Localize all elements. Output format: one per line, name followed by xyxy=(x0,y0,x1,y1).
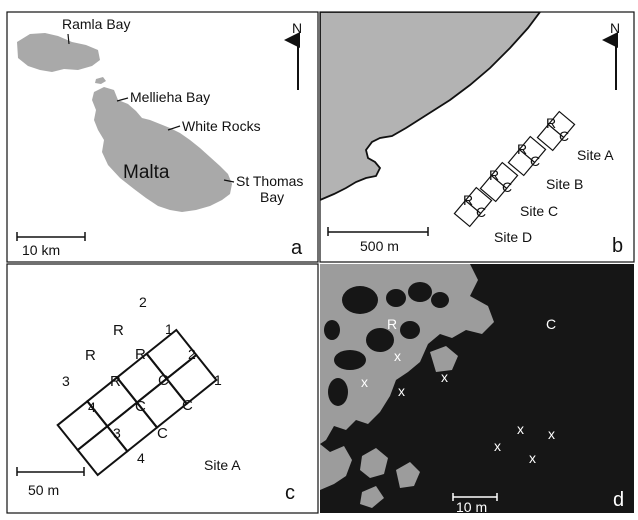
north-label-a: N xyxy=(292,20,302,36)
site-block-c xyxy=(479,161,519,203)
mellieha-leader-line xyxy=(116,97,129,102)
site-b-r: R xyxy=(517,141,527,157)
panel-d-aerial-photo: R C x x x x x x x x 10 m d xyxy=(320,264,634,515)
label-site-a-c: Site A xyxy=(204,457,241,473)
block-number-left-3: 3 xyxy=(62,373,70,389)
scale-bar-icon xyxy=(16,467,85,476)
site-block-d xyxy=(453,186,493,228)
site-a-c: C xyxy=(559,128,569,144)
block-number-bottom-3: 3 xyxy=(113,425,121,441)
label-st-thomas: St Thomas xyxy=(236,173,303,189)
label-malta: Malta xyxy=(123,162,170,183)
grid-cell-r1: R xyxy=(113,322,124,339)
grid-cell-c3: C xyxy=(182,397,193,414)
north-label-b: N xyxy=(610,20,620,36)
block-number-left-4: 4 xyxy=(88,399,96,415)
scale-bar-icon xyxy=(452,493,498,501)
site-a-r: R xyxy=(546,115,556,131)
block-number-right-2: 2 xyxy=(188,346,196,362)
block-number-right-1: 1 xyxy=(214,372,222,388)
photo-marker-7: x xyxy=(494,438,501,454)
photo-marker-8: x xyxy=(529,450,536,466)
photo-marker-4: x xyxy=(441,369,448,385)
label-site-c: Site C xyxy=(520,203,558,219)
site-a-grid xyxy=(56,328,218,477)
comino-island xyxy=(95,77,106,84)
label-site-d: Site D xyxy=(494,229,532,245)
panel-a-map-of-malta: Ramla Bay Mellieha Bay White Rocks St Th… xyxy=(6,11,319,263)
scale-bar-icon xyxy=(16,232,86,241)
photo-label-c: C xyxy=(546,316,556,332)
coastline-sea-area xyxy=(320,12,542,201)
site-d-c: C xyxy=(476,204,486,220)
scale-label-b: 500 m xyxy=(360,238,399,254)
label-bay: Bay xyxy=(260,189,284,205)
grid-cell-c1: C xyxy=(158,372,169,389)
scale-bar-icon xyxy=(327,227,429,236)
site-d-r: R xyxy=(463,192,473,208)
site-block-b xyxy=(507,135,547,177)
site-c-c: C xyxy=(502,179,512,195)
grid-cell-r4: R xyxy=(110,373,121,390)
panel-letter-a: a xyxy=(291,237,303,259)
site-c-r: R xyxy=(489,167,499,183)
scale-label-c: 50 m xyxy=(28,482,59,498)
label-mellieha-bay: Mellieha Bay xyxy=(130,89,210,105)
photo-marker-1: x xyxy=(394,348,401,364)
panel-letter-d: d xyxy=(613,489,624,511)
label-white-rocks: White Rocks xyxy=(182,118,261,134)
scale-label-d: 10 m xyxy=(456,499,487,515)
st-thomas-leader-line xyxy=(223,179,235,183)
scale-label-a: 10 km xyxy=(22,242,60,258)
malta-island xyxy=(92,87,232,212)
panel-c-site-a-layout: R R R R C C C C 2 1 2 1 3 4 3 4 Site A 5… xyxy=(6,263,319,514)
white-rocks-leader-line xyxy=(167,125,181,131)
label-site-a-b: Site A xyxy=(577,147,614,163)
gozo-island xyxy=(17,33,100,72)
photo-marker-2: x xyxy=(361,374,368,390)
grid-cell-r2: R xyxy=(85,347,96,364)
photo-label-r: R xyxy=(387,316,397,332)
grid-cell-c4: C xyxy=(157,425,168,442)
panel-letter-c: c xyxy=(285,482,295,504)
site-block-a xyxy=(536,110,576,152)
photo-marker-6: x xyxy=(548,426,555,442)
block-number-bottom-4: 4 xyxy=(137,450,145,466)
grid-cell-c2: C xyxy=(135,398,146,415)
block-number-top-2: 2 xyxy=(139,294,147,310)
panel-b-site-locations: R C R C R C R C Site A Site B Site C Sit… xyxy=(319,11,635,263)
grid-cell-r3: R xyxy=(135,346,146,363)
photo-dark-patches xyxy=(324,282,449,406)
panel-letter-b: b xyxy=(612,235,623,257)
photo-marker-3: x xyxy=(398,383,405,399)
photo-marker-5: x xyxy=(517,421,524,437)
ramla-leader-line xyxy=(67,33,70,45)
block-number-top-1: 1 xyxy=(165,321,173,337)
site-b-c: C xyxy=(530,153,540,169)
label-site-b: Site B xyxy=(546,176,583,192)
label-ramla-bay: Ramla Bay xyxy=(62,16,130,32)
